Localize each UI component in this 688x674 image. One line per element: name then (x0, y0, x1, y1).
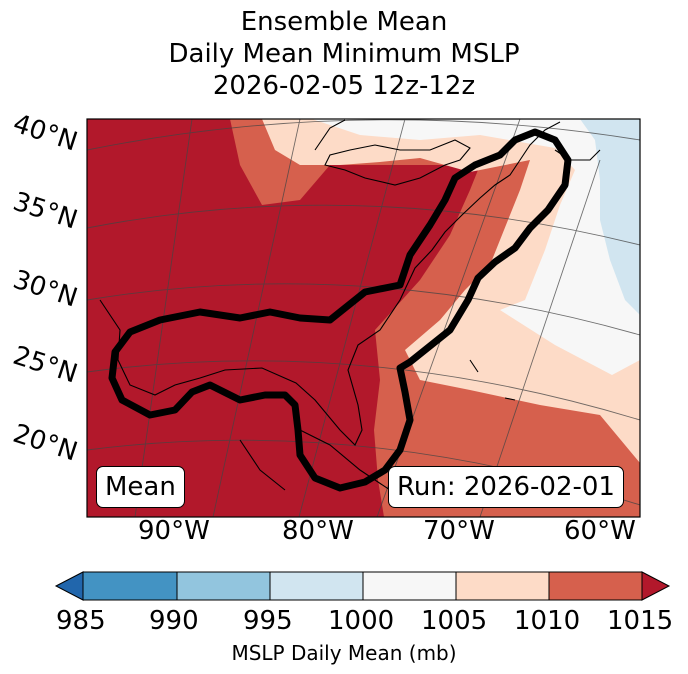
colorbar-extend-low (54, 571, 84, 601)
colorbar-tick-1010: 1010 (514, 606, 581, 636)
chart-title-line3: 2026-02-05 12z-12z (212, 71, 476, 101)
colorbar-bin-990-995 (176, 571, 271, 601)
colorbar-bin-1010-1015 (548, 571, 643, 601)
colorbar-bin-985-990 (82, 571, 178, 601)
colorbar-bin-1000-1005 (362, 571, 457, 601)
colorbar-tick-1015: 1015 (607, 606, 674, 636)
mean-label-box: Mean (96, 466, 185, 508)
lon-label-80w: 80°W (282, 516, 354, 546)
colorbar-extend-high (641, 571, 671, 601)
mslp-band-1005-1010 (262, 119, 640, 463)
colorbar-label: MSLP Daily Mean (mb) (231, 641, 457, 665)
lon-label-60w: 60°W (564, 516, 636, 546)
chart-title-line2: Daily Mean Minimum MSLP (168, 39, 520, 69)
colorbar-tick-995: 995 (243, 606, 293, 636)
colorbar-tick-985: 985 (56, 606, 106, 636)
colorbar (54, 571, 671, 601)
contour-outline (108, 128, 572, 492)
chart-title-line1: Ensemble Mean (240, 7, 448, 37)
colorbar-tick-990: 990 (149, 606, 199, 636)
colorbar-bin-995-1000 (269, 571, 364, 601)
colorbar-bin-1005-1010 (455, 571, 550, 601)
colorbar-tick-1005: 1005 (421, 606, 488, 636)
colorbar-tick-1000: 1000 (328, 606, 395, 636)
mslp-band-995-1000 (580, 119, 640, 315)
lon-label-70w: 70°W (423, 516, 495, 546)
lon-label-90w: 90°W (138, 516, 210, 546)
mslp-band-1000-1005 (312, 119, 640, 375)
run-date-box: Run: 2026-02-01 (388, 466, 624, 508)
